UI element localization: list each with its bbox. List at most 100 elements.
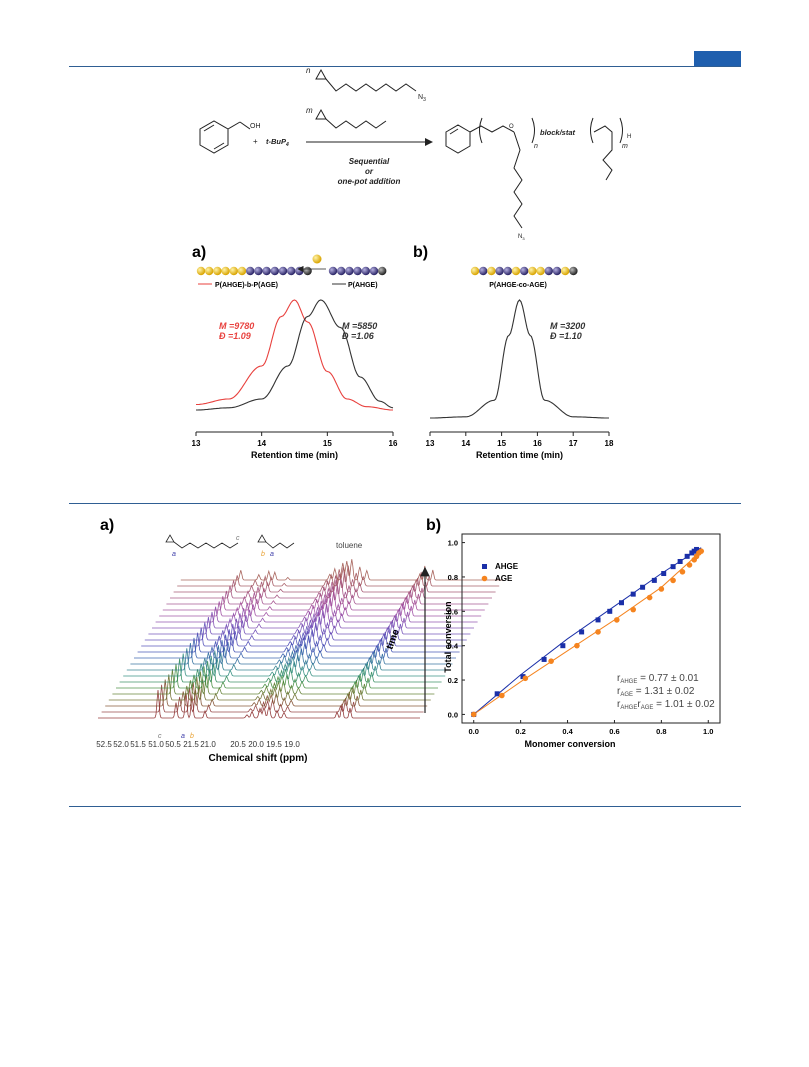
- bead: [345, 266, 354, 276]
- bead: [378, 266, 387, 276]
- index-m: m: [622, 143, 628, 150]
- legend-black-label: P(AHGE): [348, 282, 378, 289]
- nmr-spectrum: [166, 584, 489, 605]
- x-tick-label: 18: [605, 439, 614, 448]
- x-tick-label: 0.0: [469, 727, 479, 736]
- nmr-axis-ticks: 52.5 52.0 51.5 51.0 50.5 21.5 21.0 20.5 20.0 19.5…: [96, 740, 300, 749]
- product-azide-label: N3: [518, 234, 525, 241]
- legend-b-label: P(AHGE-co-AGE): [489, 282, 547, 289]
- mn-black: M =5850: [342, 321, 377, 331]
- reagent-n-index: n: [306, 66, 311, 75]
- nmr-tick-label: 52.5: [96, 740, 112, 749]
- nmr-tick-label: 19.0: [284, 740, 300, 749]
- dispersity-red: Đ =1.09: [219, 331, 251, 341]
- series-line: [196, 299, 394, 411]
- panel-b-label: b): [413, 244, 428, 261]
- block-copolymer-beads: [196, 266, 312, 276]
- legend-ahge-label: AHGE: [495, 562, 519, 571]
- bead: [569, 266, 578, 276]
- bead: [520, 266, 529, 276]
- reaction-scheme-text: n m N3 OH + t-BuP4 Sequential or one-pot…: [250, 66, 631, 241]
- nmr-spectrum: [116, 663, 438, 689]
- data-point: [618, 600, 624, 606]
- struct-label-b: b: [261, 551, 265, 558]
- bead: [278, 266, 288, 276]
- y-tick-label: 0.2: [448, 676, 458, 685]
- nmr-xlabel: Chemical shift (ppm): [209, 753, 308, 764]
- nmr-panel: a) a c b a toluene time c a b 52.5 52.0 51…: [96, 517, 503, 764]
- data-point: [684, 553, 690, 559]
- azide-label: N3: [418, 94, 426, 103]
- y-tick-label: 0.6: [448, 607, 458, 616]
- ahge-monomer-structure: [315, 68, 417, 92]
- data-point: [499, 692, 505, 699]
- data-point: [630, 591, 636, 597]
- conversion-plot: 0.0 0.2 0.4 0.6 0.8 1.0 0.0 0.2 0.4 0.6 0.8 1.0: [448, 533, 721, 736]
- bead: [254, 266, 263, 276]
- peak-label-b: b: [190, 733, 194, 740]
- data-point: [658, 586, 665, 592]
- data-point: [520, 674, 526, 680]
- x-tick-label: 16: [389, 439, 398, 448]
- x-tick-label: 13: [426, 439, 435, 448]
- page-tab-marker: [694, 51, 741, 67]
- bead: [221, 266, 230, 276]
- nmr-monomer-structures: [165, 534, 295, 549]
- x-tick-label: 16: [533, 439, 542, 448]
- bead: [561, 266, 570, 276]
- x-tick-label: 15: [323, 439, 332, 448]
- data-point: [661, 571, 667, 577]
- nmr-tick-label: 52.0: [113, 740, 129, 749]
- oxygen-label: O: [509, 124, 514, 130]
- nmr-spectrum: [148, 616, 471, 635]
- data-point: [579, 629, 585, 635]
- x-tick-label: 0.2: [515, 727, 525, 736]
- struct-label-a2: a: [270, 551, 274, 558]
- top-rule: [69, 66, 741, 67]
- struct-label-c: c: [236, 535, 240, 542]
- bead: [487, 266, 496, 276]
- data-point: [560, 643, 566, 649]
- fit-line: [473, 550, 702, 715]
- data-point: [679, 569, 686, 575]
- bead: [552, 266, 562, 276]
- data-point: [686, 562, 693, 568]
- data-point: [698, 548, 705, 554]
- struct-label-a: a: [172, 551, 176, 558]
- conversion-panel-label: b): [426, 517, 441, 534]
- nmr-spectrum: [141, 627, 464, 647]
- index-n: n: [534, 143, 538, 150]
- bead: [246, 266, 255, 276]
- data-point: [470, 711, 477, 718]
- conversion-xlabel: Monomer conversion: [524, 739, 615, 749]
- bead: [303, 266, 312, 276]
- bead: [479, 266, 488, 276]
- nmr-spectrum: [112, 669, 435, 695]
- nmr-spectrum: [137, 632, 460, 653]
- added-monomer-bead: [312, 254, 322, 264]
- bead: [205, 266, 214, 276]
- nmr-spectrum: [173, 571, 496, 593]
- legend-red-label: P(AHGE)-b-P(AGE): [215, 282, 278, 289]
- data-point: [694, 546, 700, 552]
- x-tick-label: 14: [257, 439, 266, 448]
- panel-a-label: a): [192, 244, 206, 261]
- x-tick-label: 15: [497, 439, 506, 448]
- nmr-tick-label: 21.5: [183, 740, 199, 749]
- data-point: [630, 606, 637, 613]
- product-structure: [445, 117, 623, 229]
- bead: [328, 266, 338, 276]
- conversion-panel: b) 0.0 0.2 0.4 0.6 0.8 1.00.00.20.40.60.81.0 …: [426, 517, 721, 749]
- y-tick-label: 0.0: [448, 710, 458, 719]
- nmr-spectrum: [123, 653, 446, 677]
- condition-onepot: one-pot addition: [338, 177, 401, 186]
- nmr-spectrum: [119, 658, 442, 683]
- data-point: [607, 608, 613, 614]
- condition-sequential: Sequential: [349, 157, 390, 166]
- nmr-tick-label: 21.0: [200, 740, 216, 749]
- data-point: [670, 564, 676, 570]
- bead: [536, 266, 545, 276]
- plot-frame: [461, 533, 721, 724]
- nmr-spectra-stack: [98, 559, 503, 719]
